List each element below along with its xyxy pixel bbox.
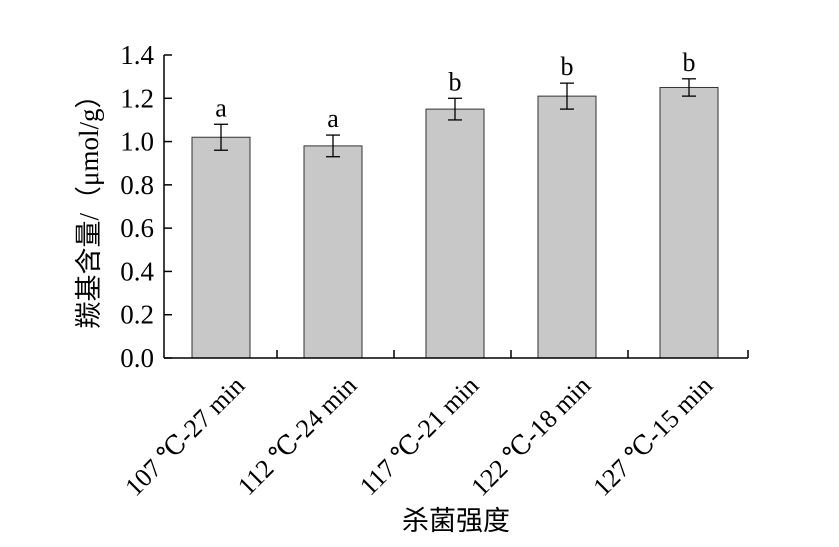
significance-label: b xyxy=(683,48,696,77)
category-label: 122 ℃-18 min xyxy=(465,371,596,502)
x-axis xyxy=(164,350,749,359)
bars-group xyxy=(191,86,719,359)
y-tick-label: 1.4 xyxy=(120,40,154,70)
y-axis-title: 羰基含量/（μmol/g） xyxy=(74,82,104,329)
y-tick-label: 0.0 xyxy=(120,343,154,373)
y-tick-label: 0.6 xyxy=(120,213,154,243)
significance-label: a xyxy=(215,93,227,122)
y-tick-label: 1.2 xyxy=(120,83,154,113)
bar xyxy=(191,136,251,359)
significance-labels-group: a a b b b xyxy=(215,48,695,133)
y-tick-label: 0.2 xyxy=(120,300,154,330)
category-label: 127 ℃-15 min xyxy=(587,371,718,502)
bar xyxy=(425,108,485,359)
category-label: 112 ℃-24 min xyxy=(232,371,362,501)
error-bars-group xyxy=(214,78,696,158)
category-label: 107 ℃-27 min xyxy=(119,371,250,502)
y-tick-label: 1.0 xyxy=(120,127,154,157)
y-axis: 0.0 0.2 0.4 0.6 0.8 1.0 1.2 1.4 xyxy=(120,40,172,373)
significance-label: b xyxy=(449,67,462,96)
bar xyxy=(659,86,719,359)
bar xyxy=(303,145,363,359)
bar xyxy=(537,95,597,359)
significance-label: a xyxy=(327,104,339,133)
significance-label: b xyxy=(561,52,574,81)
y-tick-label: 0.4 xyxy=(120,256,154,286)
y-tick-label: 0.8 xyxy=(120,170,154,200)
x-axis-title: 杀菌强度 xyxy=(402,506,510,536)
